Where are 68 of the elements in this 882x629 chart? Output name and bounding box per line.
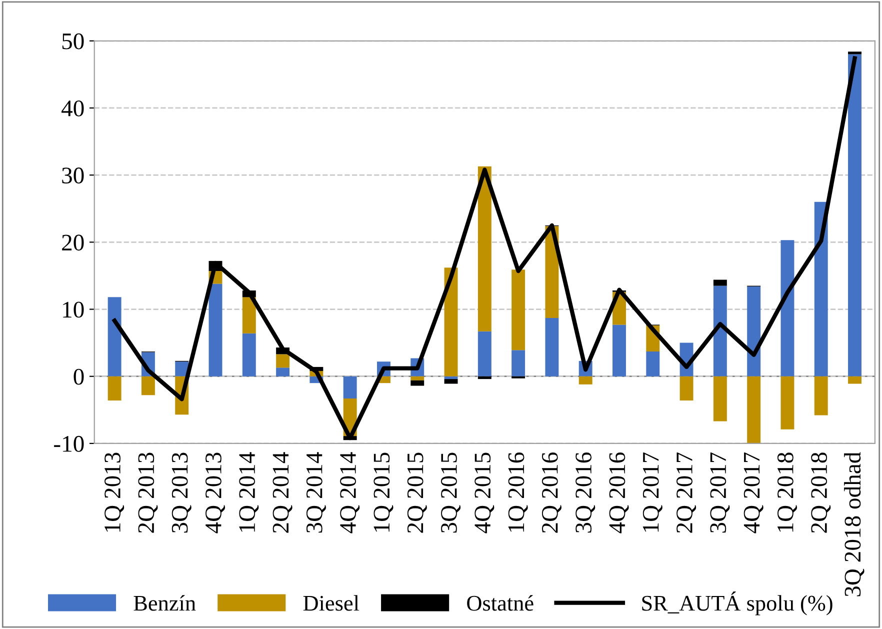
x-tick-label: 4Q 2016	[609, 452, 629, 534]
y-tick-label: 30	[62, 168, 84, 184]
legend-label: Benzín	[134, 595, 196, 611]
x-tick-label: 3Q 2018 odhad	[844, 452, 864, 596]
bar	[814, 376, 828, 416]
bar	[646, 352, 660, 376]
bar	[747, 286, 761, 376]
x-tick-label: 2Q 2015	[407, 452, 427, 533]
bar	[276, 368, 290, 376]
x-tick-label: 3Q 2015	[440, 452, 461, 533]
x-tick-label: 3Q 2017	[710, 452, 730, 533]
bar	[612, 324, 626, 376]
x-tick-label: 2Q 2016	[542, 452, 562, 533]
bar	[512, 270, 526, 350]
x-tick-label: 2Q 2014	[272, 452, 292, 533]
bar	[108, 376, 122, 401]
y-tick-label: -10	[54, 436, 84, 452]
bar	[208, 284, 222, 376]
bar	[141, 376, 155, 396]
x-tick-label: 2Q 2017	[676, 452, 696, 533]
bar	[478, 376, 492, 380]
bar	[276, 354, 290, 368]
x-tick-label: 1Q 2018	[777, 452, 797, 532]
bar	[578, 376, 592, 384]
legend-label: SR_AUTÁ spolu (%)	[642, 592, 832, 616]
x-tick-label: 4Q 2015	[474, 452, 494, 534]
bar	[848, 376, 862, 384]
legend-label: Diesel	[303, 595, 360, 611]
bar	[242, 333, 256, 376]
bar	[343, 376, 357, 398]
bar	[814, 202, 828, 376]
x-tick-label: 1Q 2015	[374, 452, 394, 532]
x-tick-label: 2Q 2013	[138, 452, 158, 533]
bar	[713, 286, 727, 376]
bar	[108, 297, 122, 376]
bar	[680, 376, 694, 401]
bar	[545, 318, 559, 376]
y-tick-label: 50	[62, 33, 84, 50]
bar	[848, 54, 862, 376]
bar	[780, 240, 794, 376]
x-tick-label: 3Q 2013	[172, 452, 192, 533]
bar	[410, 380, 424, 386]
y-tick-label: 20	[62, 234, 84, 251]
bar	[444, 376, 458, 380]
bar	[713, 280, 727, 286]
y-tick-label: 40	[62, 100, 84, 116]
bar	[780, 376, 794, 430]
y-tick-label: 10	[63, 302, 84, 318]
bar	[747, 376, 761, 444]
x-tick-label: 4Q 2014	[340, 452, 360, 534]
bar	[410, 376, 424, 380]
x-tick-label: 1Q 2016	[508, 452, 528, 532]
x-tick-label: 3Q 2016	[576, 452, 596, 533]
bar	[713, 376, 727, 422]
y-tick-label: 0	[74, 368, 84, 385]
x-tick-label: 4Q 2013	[205, 452, 226, 534]
x-tick-label: 1Q 2014	[239, 452, 259, 532]
bar	[478, 331, 492, 376]
legend-label: Ostatné	[467, 595, 534, 611]
x-tick-label: 3Q 2014	[306, 452, 326, 533]
x-tick-label: 1Q 2017	[642, 452, 662, 532]
x-tick-label: 4Q 2017	[744, 452, 764, 534]
bar	[478, 166, 492, 332]
x-tick-label: 1Q 2013	[104, 452, 124, 532]
bar	[242, 297, 256, 334]
x-tick-label: 2Q 2018	[811, 452, 831, 533]
bar	[512, 350, 526, 376]
bar	[444, 379, 458, 384]
